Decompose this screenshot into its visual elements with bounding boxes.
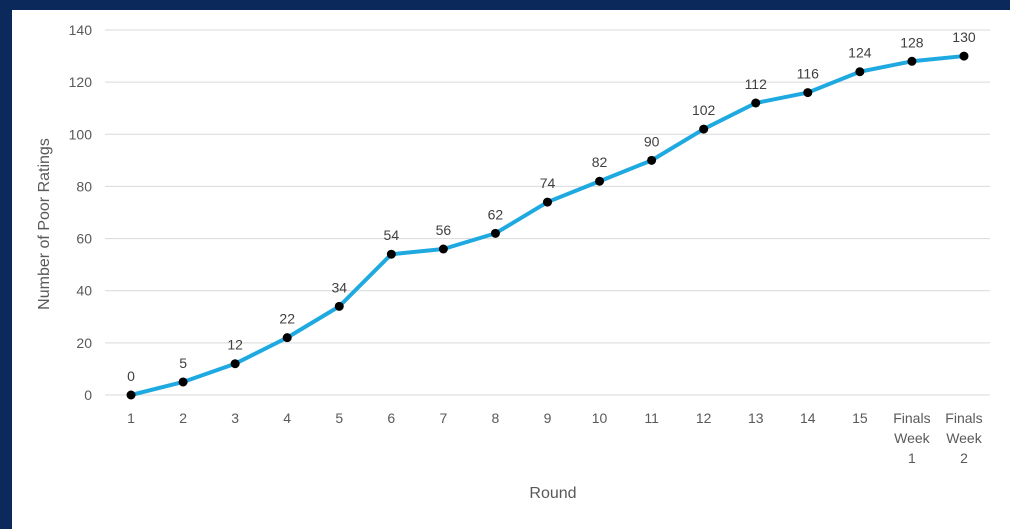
x-tick-line: 1 bbox=[908, 450, 916, 466]
data-label: 34 bbox=[331, 279, 347, 295]
data-point bbox=[699, 124, 709, 134]
data-label: 90 bbox=[644, 133, 660, 149]
x-tick-label: 13 bbox=[748, 410, 764, 426]
data-point bbox=[230, 359, 240, 369]
data-point bbox=[178, 377, 188, 387]
x-tick-label: 14 bbox=[800, 410, 816, 426]
data-label: 0 bbox=[127, 368, 135, 384]
data-point bbox=[595, 176, 605, 186]
x-tick-line: 8 bbox=[492, 410, 500, 426]
data-label: 62 bbox=[488, 206, 504, 222]
x-tick-line: 9 bbox=[544, 410, 552, 426]
data-point bbox=[490, 228, 500, 238]
x-tick-line: 5 bbox=[335, 410, 343, 426]
x-tick-label: Finals Week 2 bbox=[945, 410, 982, 466]
data-point bbox=[282, 333, 292, 343]
data-point bbox=[334, 301, 344, 311]
x-tick-label: 6 bbox=[387, 410, 395, 426]
data-point bbox=[855, 67, 865, 77]
x-tick-line: 12 bbox=[696, 410, 712, 426]
data-point bbox=[386, 249, 396, 259]
x-tick-label: 10 bbox=[592, 410, 608, 426]
data-label: 12 bbox=[227, 337, 243, 353]
data-label: 74 bbox=[540, 175, 556, 191]
data-label: 54 bbox=[384, 227, 400, 243]
x-tick-line: Finals bbox=[945, 410, 982, 426]
data-point bbox=[543, 197, 552, 207]
x-tick-line: 6 bbox=[387, 410, 395, 426]
data-label: 128 bbox=[900, 34, 924, 50]
y-tick-label: 80 bbox=[76, 178, 92, 194]
data-label: 116 bbox=[797, 66, 820, 82]
y-tick-label: 100 bbox=[69, 126, 93, 142]
x-tick-label: 8 bbox=[492, 410, 500, 426]
y-tick-label: 140 bbox=[69, 22, 93, 38]
x-tick-line: 13 bbox=[748, 410, 764, 426]
x-tick-label: 9 bbox=[544, 410, 552, 426]
x-tick-label: 5 bbox=[335, 410, 343, 426]
x-tick-line: 11 bbox=[644, 410, 659, 426]
y-tick-label: 60 bbox=[76, 231, 92, 247]
data-label: 22 bbox=[279, 311, 295, 327]
x-tick-label: 3 bbox=[231, 410, 239, 426]
y-axis-ticks: 0 20 40 60 80 100 120 140 bbox=[69, 22, 93, 403]
data-label: 130 bbox=[952, 29, 976, 45]
data-point bbox=[438, 244, 448, 254]
data-point bbox=[126, 390, 136, 400]
data-label: 112 bbox=[745, 76, 768, 92]
x-tick-label: 12 bbox=[696, 410, 712, 426]
x-tick-label: 4 bbox=[283, 410, 291, 426]
x-tick-line: 7 bbox=[439, 410, 447, 426]
x-tick-label: 15 bbox=[852, 410, 868, 426]
x-tick-line: Finals bbox=[893, 410, 930, 426]
y-tick-label: 0 bbox=[84, 387, 92, 403]
y-axis-title: Number of Poor Ratings bbox=[36, 138, 53, 310]
x-tick-line: Week bbox=[946, 430, 983, 446]
x-tick-label: 2 bbox=[179, 410, 187, 426]
x-tick-label: 11 bbox=[644, 410, 659, 426]
data-point bbox=[803, 88, 813, 98]
data-label: 124 bbox=[848, 45, 872, 61]
chart-panel: 0 20 40 60 80 100 120 140 1 2 3 4 5 6 7 8 9 10 11 12 13 14 15… bbox=[12, 10, 1010, 529]
series-line bbox=[126, 51, 969, 400]
x-tick-line: 4 bbox=[283, 410, 291, 426]
data-label: 82 bbox=[592, 154, 608, 170]
y-tick-label: 40 bbox=[76, 283, 92, 299]
data-point bbox=[647, 155, 657, 165]
data-label: 5 bbox=[179, 355, 187, 371]
x-tick-label: 7 bbox=[439, 410, 447, 426]
data-labels: 0 5 12 22 34 54 56 62 74 82 90 102 112 116 124 128 130 bbox=[127, 29, 976, 384]
y-tick-label: 120 bbox=[69, 74, 93, 90]
data-label: 56 bbox=[436, 222, 452, 238]
x-tick-line: 14 bbox=[800, 410, 816, 426]
data-label: 102 bbox=[692, 102, 716, 118]
x-tick-line: 1 bbox=[127, 410, 135, 426]
data-point bbox=[959, 51, 969, 61]
y-tick-label: 20 bbox=[76, 335, 92, 351]
gridlines bbox=[105, 29, 990, 396]
x-tick-line: 15 bbox=[852, 410, 868, 426]
x-tick-label: Finals Week 1 bbox=[893, 410, 930, 466]
x-axis-title: Round bbox=[529, 485, 576, 502]
series-polyline bbox=[129, 54, 966, 397]
x-tick-line: 10 bbox=[592, 410, 608, 426]
x-tick-line: Week bbox=[894, 430, 931, 446]
x-tick-line: 2 bbox=[179, 410, 187, 426]
x-tick-label: 1 bbox=[127, 410, 135, 426]
x-tick-line: 3 bbox=[231, 410, 239, 426]
x-tick-line: 2 bbox=[960, 450, 968, 466]
data-point bbox=[907, 56, 917, 66]
data-point bbox=[751, 98, 761, 108]
